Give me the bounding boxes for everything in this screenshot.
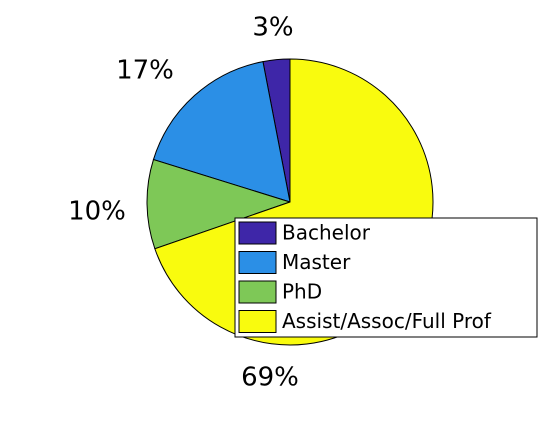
pie-slice <box>146 158 292 250</box>
legend-swatch <box>238 251 277 274</box>
slice-label: 69% <box>241 363 299 393</box>
pie-slice <box>152 60 291 203</box>
legend-box <box>234 217 538 338</box>
legend-swatch <box>238 280 277 304</box>
legend-label: Master <box>282 250 351 274</box>
slice-label: 17% <box>116 56 174 86</box>
legend-label: PhD <box>282 280 322 304</box>
legend-swatch <box>238 310 277 333</box>
legend-label: Assist/Assoc/Full Prof <box>282 309 492 333</box>
slice-label: 10% <box>68 197 126 227</box>
legend-label: Bachelor <box>282 221 371 245</box>
legend-swatch <box>238 221 277 245</box>
slice-label: 3% <box>252 13 293 43</box>
